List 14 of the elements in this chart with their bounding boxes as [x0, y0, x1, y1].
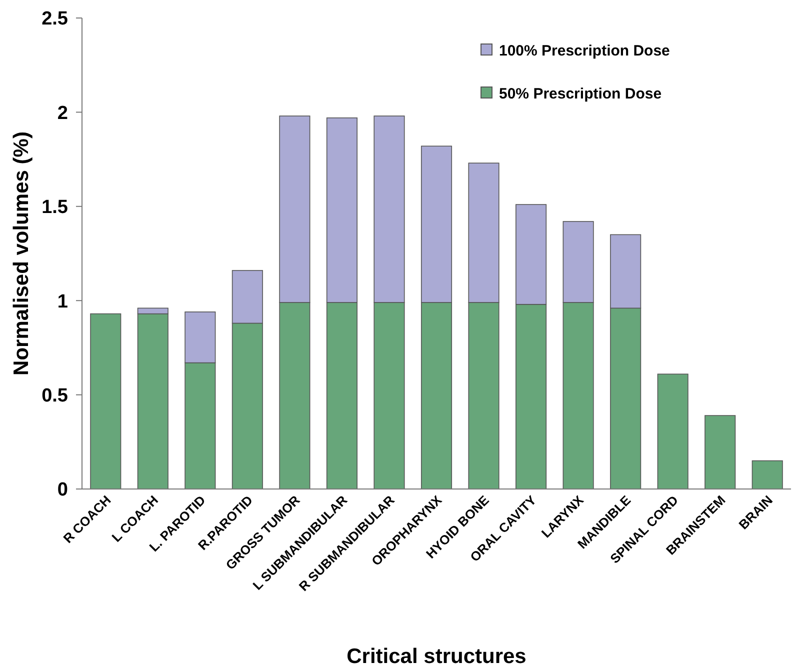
y-tick-label: 2	[57, 102, 68, 124]
y-axis-title: Normalised volumes (%)	[10, 132, 33, 376]
y-tick-label: 1	[57, 291, 68, 312]
legend-label: 50% Prescription Dose	[499, 85, 662, 102]
bar	[704, 415, 736, 490]
bar	[752, 460, 783, 490]
bar	[657, 374, 688, 490]
y-tick-label: 0.5	[42, 385, 68, 406]
bar	[90, 313, 122, 490]
legend-label: 100% Prescription Dose	[499, 42, 670, 60]
y-tick-label: 2.5	[42, 8, 68, 30]
x-axis-title: Critical structures	[346, 645, 526, 668]
y-tick-label: 1.5	[42, 197, 68, 218]
y-tick-label: 0	[57, 480, 68, 501]
